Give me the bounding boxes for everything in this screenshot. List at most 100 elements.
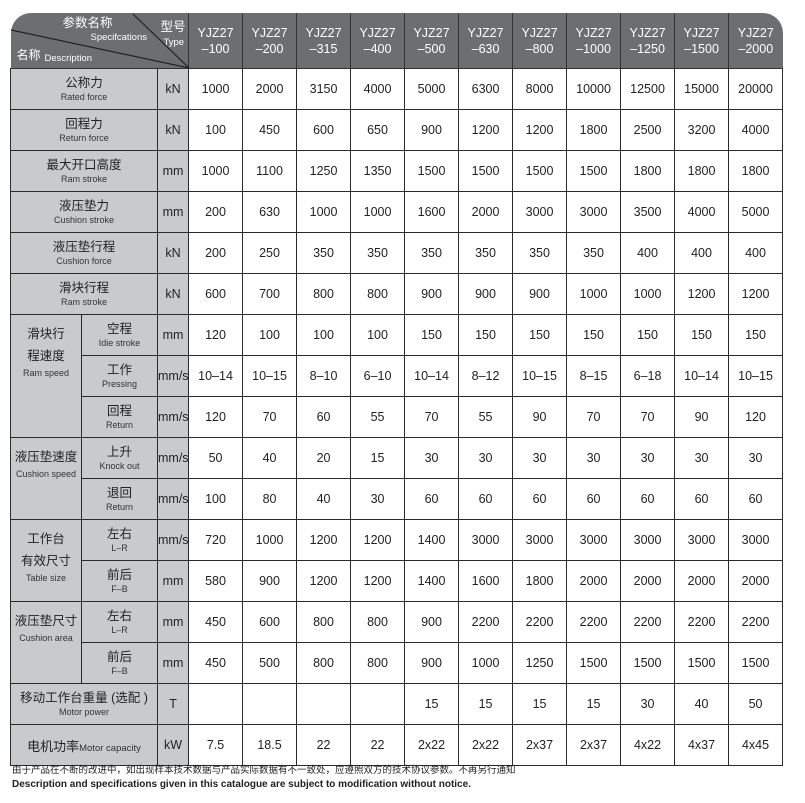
model-size: –200 xyxy=(255,41,284,56)
model-name: YJZ27 xyxy=(197,25,234,40)
value-cell: 800 xyxy=(296,601,352,643)
model-size: –1500 xyxy=(684,41,719,56)
sub-label-cn: 工作 xyxy=(106,362,132,377)
unit-cell: mm xyxy=(156,601,190,643)
value-cell: 1000 xyxy=(188,68,244,110)
value-cell: 120 xyxy=(188,314,244,356)
group-label-en: Cushion speed xyxy=(15,469,77,479)
unit-cell: mm/s xyxy=(156,478,190,520)
value-cell: 60 xyxy=(674,478,730,520)
value-cell: 15 xyxy=(566,683,622,725)
value-cell: 1200 xyxy=(296,560,352,602)
row-label-cn: 移动工作台重量 (选配 ) xyxy=(20,690,148,705)
value-cell: 15 xyxy=(404,683,460,725)
value-cell: 10–14 xyxy=(188,355,244,397)
value-cell: 900 xyxy=(404,601,460,643)
value-cell: 1000 xyxy=(296,191,352,233)
value-cell: 100 xyxy=(188,109,244,151)
unit-cell: kN xyxy=(156,232,190,274)
value-cell: 4x37 xyxy=(674,724,730,766)
value-cell: 200 xyxy=(188,191,244,233)
unit-cell: mm/s xyxy=(156,355,190,397)
value-cell: 350 xyxy=(404,232,460,274)
spec-table-container: 参数名称 Specifcations 型号 Type 名称 Descriptio… xyxy=(10,13,784,766)
value-cell: 10–14 xyxy=(404,355,460,397)
value-cell: 7.5 xyxy=(188,724,244,766)
value-cell: 50 xyxy=(188,437,244,479)
value-cell: 3000 xyxy=(566,519,622,561)
header-row: 参数名称 Specifcations 型号 Type 名称 Descriptio… xyxy=(10,13,783,69)
value-cell xyxy=(296,683,352,725)
value-cell: 100 xyxy=(242,314,298,356)
value-cell: 15000 xyxy=(674,68,730,110)
value-cell: 1500 xyxy=(404,150,460,192)
row-label-en: Ram stroke xyxy=(60,173,107,184)
model-header-cell: YJZ27 –100 xyxy=(188,13,244,69)
value-cell: 4000 xyxy=(728,109,784,151)
model-size: –800 xyxy=(525,41,554,56)
spec-table: 参数名称 Specifcations 型号 Type 名称 Descriptio… xyxy=(10,13,784,766)
value-cell: 1600 xyxy=(458,560,514,602)
sub-label-en: Idie stroke xyxy=(98,337,141,348)
value-cell: 120 xyxy=(728,396,784,438)
value-cell: 1200 xyxy=(674,273,730,315)
group-label-cell: 液压垫尺寸 Cushion area xyxy=(10,601,82,684)
value-cell: 3150 xyxy=(296,68,352,110)
group-label-cn: 程速度 xyxy=(27,349,65,363)
model-size: –1000 xyxy=(576,41,611,56)
value-cell: 1800 xyxy=(512,560,568,602)
table-row: 公称力 Rated force kN 1000 2000 3150 4000 5000 6300… xyxy=(10,68,784,110)
sub-label-cell: 退回 Return xyxy=(81,478,158,520)
value-cell: 900 xyxy=(242,560,298,602)
table-row: 工作 Pressing mm/s 10–14 10–15 8–10 6–10 10–14 8–1… xyxy=(11,355,784,397)
value-cell: 8–10 xyxy=(296,355,352,397)
sub-label-cell: 上升 Knock out xyxy=(81,437,158,479)
model-header-cell: YJZ27 –315 xyxy=(296,13,352,69)
value-cell: 1500 xyxy=(566,150,622,192)
row-label-cell: 移动工作台重量 (选配 ) Motor power xyxy=(10,683,158,725)
sub-label-en: F–B xyxy=(111,583,128,594)
sub-label-en: Return xyxy=(105,419,133,430)
value-cell: 30 xyxy=(620,437,676,479)
value-cell: 2200 xyxy=(512,601,568,643)
sub-label-cell: 左右 L–R xyxy=(81,519,158,561)
value-cell: 100 xyxy=(350,314,406,356)
value-cell: 1500 xyxy=(674,642,730,684)
value-cell: 120 xyxy=(188,396,244,438)
sub-label-cn: 前后 xyxy=(106,649,132,664)
value-cell: 1250 xyxy=(512,642,568,684)
sub-label-en: L–R xyxy=(111,624,128,635)
model-size: –630 xyxy=(471,41,500,56)
sub-label-en: L–R xyxy=(111,542,128,553)
value-cell: 6–18 xyxy=(620,355,676,397)
value-cell: 1800 xyxy=(620,150,676,192)
value-cell: 10–15 xyxy=(242,355,298,397)
value-cell: 1000 xyxy=(458,642,514,684)
value-cell: 100 xyxy=(188,478,244,520)
value-cell: 55 xyxy=(458,396,514,438)
value-cell: 4000 xyxy=(674,191,730,233)
group-label-en: Ram speed xyxy=(22,368,70,378)
sub-label-cn: 左右 xyxy=(106,526,132,541)
value-cell: 900 xyxy=(404,642,460,684)
value-cell: 350 xyxy=(296,232,352,274)
group-label-cell: 工作台 有效尺寸 Table size xyxy=(10,519,82,602)
value-cell: 50 xyxy=(728,683,784,725)
sub-label-en: Knock out xyxy=(99,460,140,471)
value-cell: 3000 xyxy=(728,519,784,561)
group-label-cn: 有效尺寸 xyxy=(20,554,71,568)
table-row: 前后 F–B mm 580 900 1200 1200 1400 1600 1800 2000 200… xyxy=(11,560,784,602)
row-label-cell: 液压垫行程 Cushion force xyxy=(10,232,158,274)
value-cell: 3000 xyxy=(566,191,622,233)
value-cell: 1250 xyxy=(296,150,352,192)
value-cell: 5000 xyxy=(404,68,460,110)
value-cell: 800 xyxy=(350,642,406,684)
value-cell: 150 xyxy=(620,314,676,356)
group-label-cell: 滑块行 程速度 Ram speed xyxy=(10,314,82,438)
value-cell: 30 xyxy=(458,437,514,479)
value-cell: 3200 xyxy=(674,109,730,151)
value-cell: 150 xyxy=(674,314,730,356)
row-label-en: Motor power xyxy=(58,706,110,717)
value-cell: 12500 xyxy=(620,68,676,110)
value-cell: 80 xyxy=(242,478,298,520)
